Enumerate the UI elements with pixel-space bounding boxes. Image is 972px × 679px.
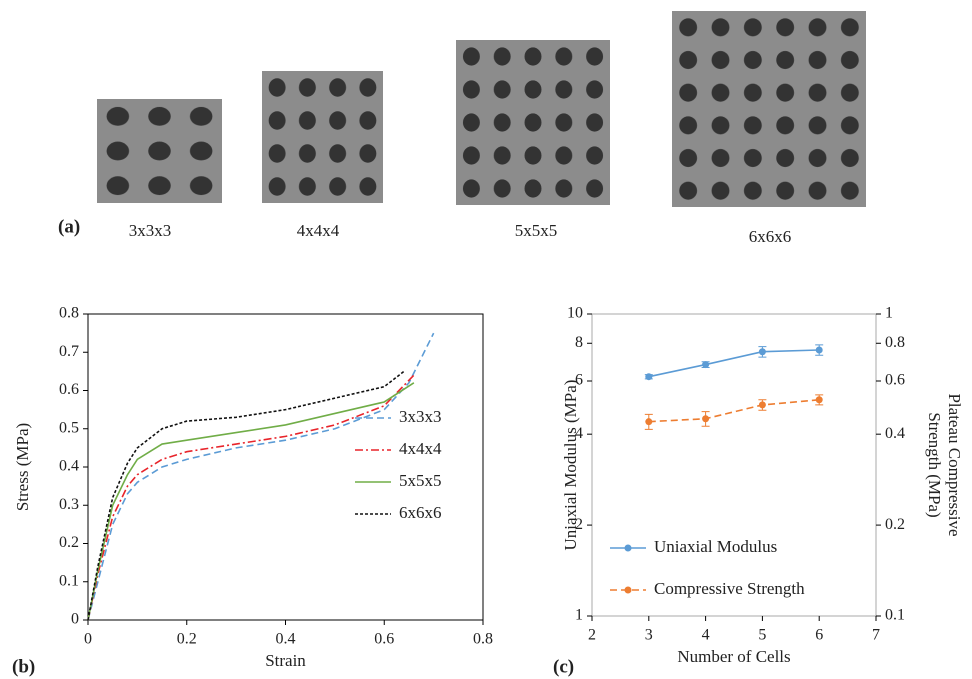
y-tick-label: 0.2 xyxy=(59,534,79,551)
panel-label: (c) xyxy=(553,656,574,677)
legend-label: Uniaxial Modulus xyxy=(654,537,777,556)
data-line xyxy=(87,374,415,621)
data-line xyxy=(87,370,405,621)
data-point xyxy=(758,401,766,409)
data-point xyxy=(758,348,766,356)
sample-photo xyxy=(97,99,222,203)
x-axis-label: Number of Cells xyxy=(677,647,790,666)
sample-photo xyxy=(262,71,383,203)
legend-swatch xyxy=(624,586,632,594)
y-tick-label: 0.5 xyxy=(59,419,79,436)
y-tick-label: 10 xyxy=(567,305,583,322)
legend-label: 5x5x5 xyxy=(399,471,442,490)
sample-label: 3x3x3 xyxy=(129,221,172,240)
y2-axis-label: Strength (MPa) xyxy=(925,412,944,517)
y-tick-label: 0.6 xyxy=(59,381,79,398)
x-tick-label: 2 xyxy=(588,627,596,644)
x-tick-label: 6 xyxy=(815,627,823,644)
x-tick-label: 3 xyxy=(645,627,653,644)
y-tick-label: 4 xyxy=(575,425,583,442)
plot-frame xyxy=(591,313,877,617)
y2-tick-label: 0.2 xyxy=(885,516,905,533)
x-tick-label: 0.8 xyxy=(473,631,493,648)
y-tick-label: 8 xyxy=(575,334,583,351)
y-tick-label: 0 xyxy=(71,611,79,628)
y-tick-label: 0.8 xyxy=(59,305,79,322)
data-point xyxy=(815,346,823,354)
x-tick-label: 4 xyxy=(702,627,710,644)
data-line xyxy=(87,332,435,621)
legend-label: 3x3x3 xyxy=(399,407,442,426)
data-line xyxy=(648,398,820,423)
sample-label: 5x5x5 xyxy=(515,221,558,240)
panel-label: (b) xyxy=(12,656,35,677)
y-tick-label: 2 xyxy=(575,516,583,533)
x-tick-label: 0.2 xyxy=(177,631,197,648)
data-point xyxy=(645,373,653,381)
data-point xyxy=(702,415,710,423)
y-tick-label: 0.1 xyxy=(59,572,79,589)
x-tick-label: 0.4 xyxy=(276,631,296,648)
x-tick-label: 5 xyxy=(758,627,766,644)
sample-photo xyxy=(672,11,866,207)
legend-label: 6x6x6 xyxy=(399,503,442,522)
y-tick-label: 0.4 xyxy=(59,458,79,475)
sample-label: 6x6x6 xyxy=(749,227,792,246)
x-axis-label: Strain xyxy=(265,651,306,670)
y-axis-label: Uniaxial Modulus (MPa) xyxy=(561,380,580,551)
y2-axis-label: Plateau Compressive xyxy=(945,393,964,536)
y2-tick-label: 0.1 xyxy=(885,607,905,624)
data-point xyxy=(702,361,710,369)
data-point xyxy=(815,396,823,404)
y-tick-label: 0.3 xyxy=(59,496,79,513)
data-point xyxy=(645,418,653,426)
y-tick-label: 6 xyxy=(575,372,583,389)
data-line xyxy=(87,382,415,621)
legend-swatch xyxy=(624,544,632,552)
y2-tick-label: 0.4 xyxy=(885,425,905,442)
legend-label: Compressive Strength xyxy=(654,579,805,598)
x-tick-label: 0 xyxy=(84,631,92,648)
sample-label: 4x4x4 xyxy=(297,221,340,240)
y-tick-label: 0.7 xyxy=(59,343,79,360)
y-tick-label: 1 xyxy=(575,607,583,624)
sample-photo xyxy=(456,40,610,205)
y2-tick-label: 0.6 xyxy=(885,372,905,389)
panel-label: (a) xyxy=(58,216,80,237)
y2-tick-label: 0.8 xyxy=(885,334,905,351)
x-tick-label: 7 xyxy=(872,627,880,644)
plot-frame xyxy=(87,313,484,621)
y-axis-label: Stress (MPa) xyxy=(13,423,32,511)
x-tick-label: 0.6 xyxy=(374,631,394,648)
y2-tick-label: 1 xyxy=(885,305,893,322)
data-line xyxy=(648,349,820,378)
legend-label: 4x4x4 xyxy=(399,439,442,458)
